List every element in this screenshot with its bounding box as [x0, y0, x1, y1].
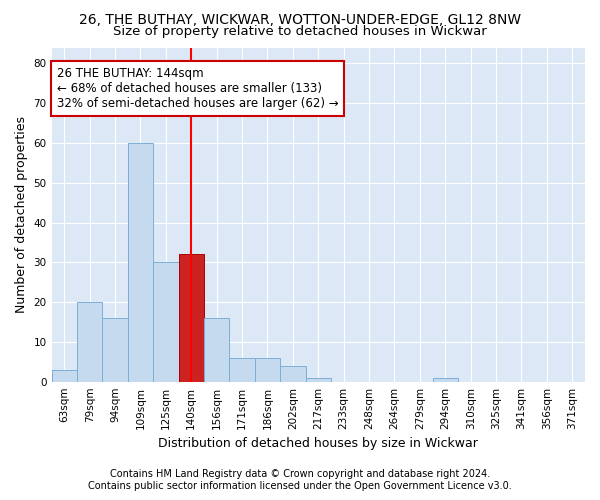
Text: Contains HM Land Registry data © Crown copyright and database right 2024.
Contai: Contains HM Land Registry data © Crown c… — [88, 470, 512, 491]
X-axis label: Distribution of detached houses by size in Wickwar: Distribution of detached houses by size … — [158, 437, 478, 450]
Text: 26, THE BUTHAY, WICKWAR, WOTTON-UNDER-EDGE, GL12 8NW: 26, THE BUTHAY, WICKWAR, WOTTON-UNDER-ED… — [79, 12, 521, 26]
Text: 26 THE BUTHAY: 144sqm
← 68% of detached houses are smaller (133)
32% of semi-det: 26 THE BUTHAY: 144sqm ← 68% of detached … — [56, 68, 338, 110]
Bar — [305, 378, 331, 382]
Text: Size of property relative to detached houses in Wickwar: Size of property relative to detached ho… — [113, 25, 487, 38]
Bar — [128, 143, 153, 382]
Bar — [153, 262, 179, 382]
Bar — [77, 302, 103, 382]
Bar — [255, 358, 280, 382]
Bar — [52, 370, 77, 382]
Bar — [103, 318, 128, 382]
Bar — [433, 378, 458, 382]
Bar — [204, 318, 229, 382]
Bar — [280, 366, 305, 382]
Bar — [179, 254, 204, 382]
Y-axis label: Number of detached properties: Number of detached properties — [15, 116, 28, 313]
Bar — [229, 358, 255, 382]
